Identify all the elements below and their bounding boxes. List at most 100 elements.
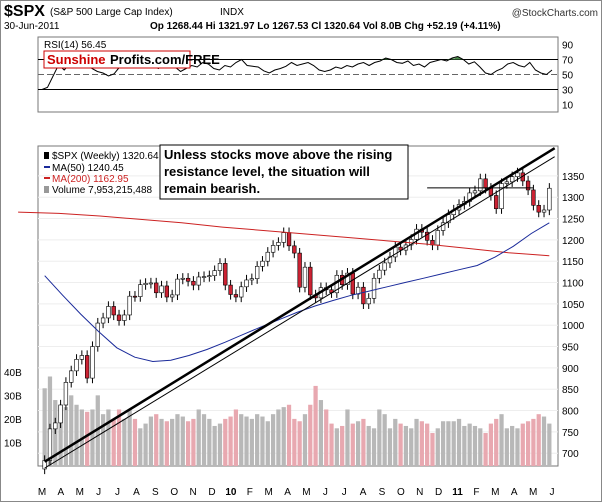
annotation-text: Unless stocks move above the rising resi… <box>164 147 393 196</box>
candle-body <box>191 280 196 286</box>
volume-bar <box>472 425 478 466</box>
volume-bar <box>547 423 552 466</box>
volume-bar <box>249 418 254 466</box>
x-tick-label: M <box>76 487 84 498</box>
volume-tick-label: 20B <box>4 415 22 426</box>
legend-price: $SPX (Weekly) 1320.64 <box>52 151 159 162</box>
volume-bar <box>148 416 154 466</box>
candle-body <box>180 277 185 280</box>
volume-bar <box>95 395 100 466</box>
quote-line: Op 1268.44 Hi 1321.97 Lo 1267.53 Cl 1320… <box>150 21 501 32</box>
candle-body <box>84 355 90 379</box>
volume-bar <box>270 414 276 466</box>
candle-body <box>79 355 85 360</box>
volume-bar <box>313 385 318 466</box>
candle-body <box>159 285 164 294</box>
candle-body <box>440 222 446 231</box>
candle-body <box>95 322 100 347</box>
x-tick-label: J <box>323 487 328 498</box>
volume-bar <box>106 409 111 466</box>
x-tick-label: D <box>435 487 442 498</box>
candle-body <box>398 246 403 251</box>
candle-body <box>233 294 239 298</box>
volume-bar <box>69 395 74 466</box>
x-tick-label: S <box>152 487 159 498</box>
x-tick-label: A <box>360 487 367 498</box>
x-tick-label: M <box>38 487 46 498</box>
volume-bar <box>122 418 127 466</box>
rsi-panel: RSI(14) 56.45 90 70 50 30 10 Sunshine Profit… <box>37 36 574 113</box>
candle-body <box>228 284 233 295</box>
volume-bar <box>440 421 446 466</box>
volume-bar <box>143 423 148 466</box>
volume-bar <box>536 414 541 466</box>
rsi-tick-label: 10 <box>562 101 574 112</box>
logo-part1: Sunshine <box>47 52 106 67</box>
ma50-line <box>44 222 550 363</box>
candle-body <box>154 282 159 294</box>
volume-bar <box>255 414 260 466</box>
candle-body <box>494 195 499 210</box>
volume-bar <box>361 418 366 466</box>
volume-bar <box>175 414 180 466</box>
volume-bar <box>90 409 95 466</box>
candle-body <box>74 359 79 372</box>
volume-bar <box>228 416 233 466</box>
volume-bar <box>74 404 79 466</box>
price-tick-label: 750 <box>562 428 579 439</box>
x-tick-label: J <box>96 487 101 498</box>
volume-bar <box>525 421 531 466</box>
candle-body <box>371 277 377 299</box>
candle-body <box>106 306 111 319</box>
logo-part2: Profits.com/FREE <box>110 52 220 67</box>
x-tick-label: D <box>208 487 215 498</box>
candle-body <box>302 266 308 288</box>
x-tick-label: M <box>529 487 537 498</box>
candle-body <box>90 346 95 379</box>
rsi-tick-label: 90 <box>562 41 574 52</box>
candle-body <box>207 275 212 278</box>
price-tick-label: 1000 <box>562 321 585 332</box>
legend-price-swatch <box>44 152 49 159</box>
candle-body <box>217 263 223 271</box>
volume-bar <box>403 425 409 466</box>
price-tick-label: 1250 <box>562 215 585 226</box>
volume-bar <box>371 428 377 466</box>
volume-bar <box>308 404 313 466</box>
ma200-line <box>18 211 550 257</box>
volume-bar <box>196 409 201 466</box>
trend-line <box>44 156 555 469</box>
annotation-box <box>159 144 409 200</box>
candle-body <box>276 242 281 246</box>
candle-body <box>265 251 270 262</box>
volume-bar <box>201 414 207 466</box>
candle-body <box>185 277 191 282</box>
candle-body <box>58 404 63 424</box>
volume-bar <box>387 428 393 466</box>
index-name: (S&P 500 Large Cap Index) <box>50 7 173 18</box>
volume-bar <box>244 416 249 466</box>
rsi-tick-label: 30 <box>562 86 574 97</box>
price-legend: $SPX (Weekly) 1320.64 MA(50) 1240.45 MA(… <box>44 151 159 196</box>
x-tick-label: O <box>170 487 178 498</box>
volume-bar <box>488 423 494 466</box>
x-tick-label: 11 <box>452 487 463 498</box>
rsi-overbought-fill <box>452 56 464 60</box>
candle-body <box>361 286 366 305</box>
candle-body <box>345 272 350 285</box>
legend-ma200: MA(200) 1162.95 <box>52 174 129 185</box>
volume-bar <box>132 418 138 466</box>
candle-body <box>260 260 265 267</box>
candle-body <box>254 266 260 279</box>
x-tick-label: A <box>284 487 291 498</box>
volume-bar <box>467 423 472 466</box>
x-tick-label: F <box>247 487 253 498</box>
price-tick-label: 1350 <box>562 172 585 183</box>
candle-body <box>53 422 58 430</box>
candle-body <box>122 314 127 321</box>
candle-body <box>100 317 106 324</box>
volume-bar <box>207 418 212 466</box>
volume-tick-label: 30B <box>4 391 22 402</box>
stockcharts-watermark: @StockCharts.com <box>512 8 598 19</box>
candle-body <box>270 245 276 253</box>
